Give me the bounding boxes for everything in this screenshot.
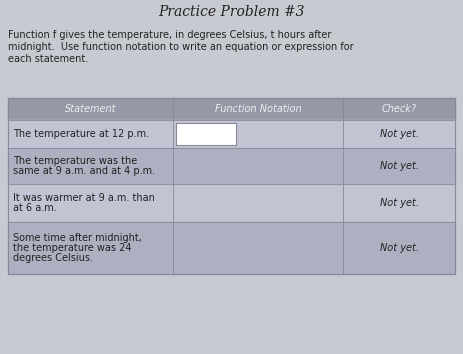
Text: Statement: Statement (65, 104, 117, 114)
Text: Check?: Check? (382, 104, 417, 114)
Text: Not yet.: Not yet. (380, 198, 419, 208)
Bar (8, 148, 455, 184)
Bar (8, 184, 455, 222)
Text: It was warmer at 9 a.m. than: It was warmer at 9 a.m. than (13, 193, 155, 203)
Text: the temperature was 24: the temperature was 24 (13, 243, 131, 253)
Text: Some time after midnight,: Some time after midnight, (13, 233, 142, 243)
Text: at 6 a.m.: at 6 a.m. (13, 203, 57, 213)
Bar (176, 123, 236, 145)
Bar (8, 98, 455, 120)
Text: each statement.: each statement. (8, 54, 88, 64)
Text: degrees Celsius.: degrees Celsius. (13, 253, 93, 263)
Bar (8, 98, 455, 274)
Bar (8, 120, 455, 148)
Text: midnight.  Use function notation to write an equation or expression for: midnight. Use function notation to write… (8, 42, 354, 52)
Text: Function Notation: Function Notation (215, 104, 301, 114)
Text: The temperature at 12 p.m.: The temperature at 12 p.m. (13, 129, 149, 139)
Text: Not yet.: Not yet. (380, 161, 419, 171)
Bar (8, 222, 455, 274)
Text: Practice Problem #3: Practice Problem #3 (158, 5, 305, 19)
Text: Not yet.: Not yet. (380, 129, 419, 139)
Text: same at 9 a.m. and at 4 p.m.: same at 9 a.m. and at 4 p.m. (13, 166, 155, 176)
Text: Not yet.: Not yet. (380, 243, 419, 253)
Text: The temperature was the: The temperature was the (13, 156, 137, 166)
Text: Function f gives the temperature, in degrees Celsius, t hours after: Function f gives the temperature, in deg… (8, 30, 332, 40)
